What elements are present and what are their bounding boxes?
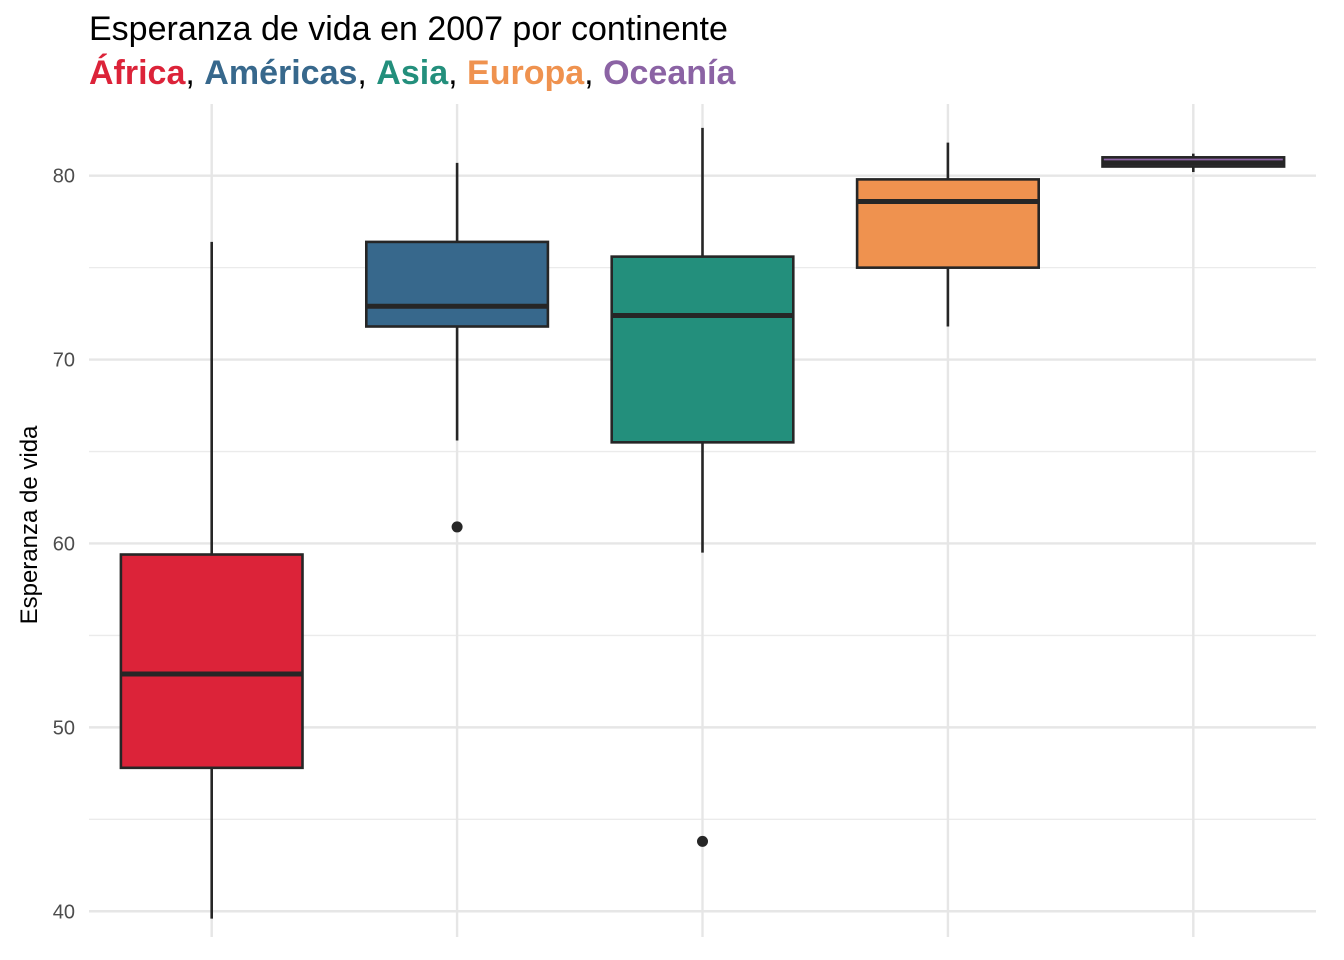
chart-title: Esperanza de vida en 2007 por continente: [89, 10, 728, 48]
y-tick-label: 60: [53, 533, 75, 555]
subtitle-category: África: [89, 54, 186, 92]
box-rect: [119, 553, 304, 770]
box-5: [1101, 153, 1286, 173]
y-tick-label: 70: [53, 350, 75, 372]
subtitle-separator: ,: [584, 54, 604, 92]
subtitle-category: Américas: [204, 54, 358, 92]
y-tick-labels: 40 50 60 70 80: [53, 166, 75, 924]
subtitle-category: Oceanía: [603, 54, 736, 92]
box-rect: [365, 240, 550, 328]
box-series: [119, 127, 1286, 919]
box-3: [610, 127, 795, 847]
subtitle-separator: ,: [448, 54, 468, 92]
y-tick-label: 50: [53, 717, 75, 739]
box-1: [119, 241, 304, 919]
subtitle-category: Asia: [376, 54, 449, 92]
y-axis-label: Esperanza de vida: [16, 425, 43, 625]
box-4: [855, 142, 1040, 327]
box-rect: [855, 178, 1040, 269]
outlier-point: [697, 835, 708, 847]
box-rect: [610, 255, 795, 444]
chart-subtitle-legend: África, Américas, Asia, Europa, Oceanía: [89, 54, 735, 93]
outlier-point: [451, 521, 463, 533]
subtitle-separator: ,: [185, 54, 205, 92]
box-2: [365, 162, 550, 533]
y-tick-label: 40: [53, 901, 75, 923]
subtitle-separator: ,: [357, 54, 377, 92]
subtitle-category: Europa: [467, 54, 585, 92]
y-tick-label: 80: [53, 166, 75, 188]
